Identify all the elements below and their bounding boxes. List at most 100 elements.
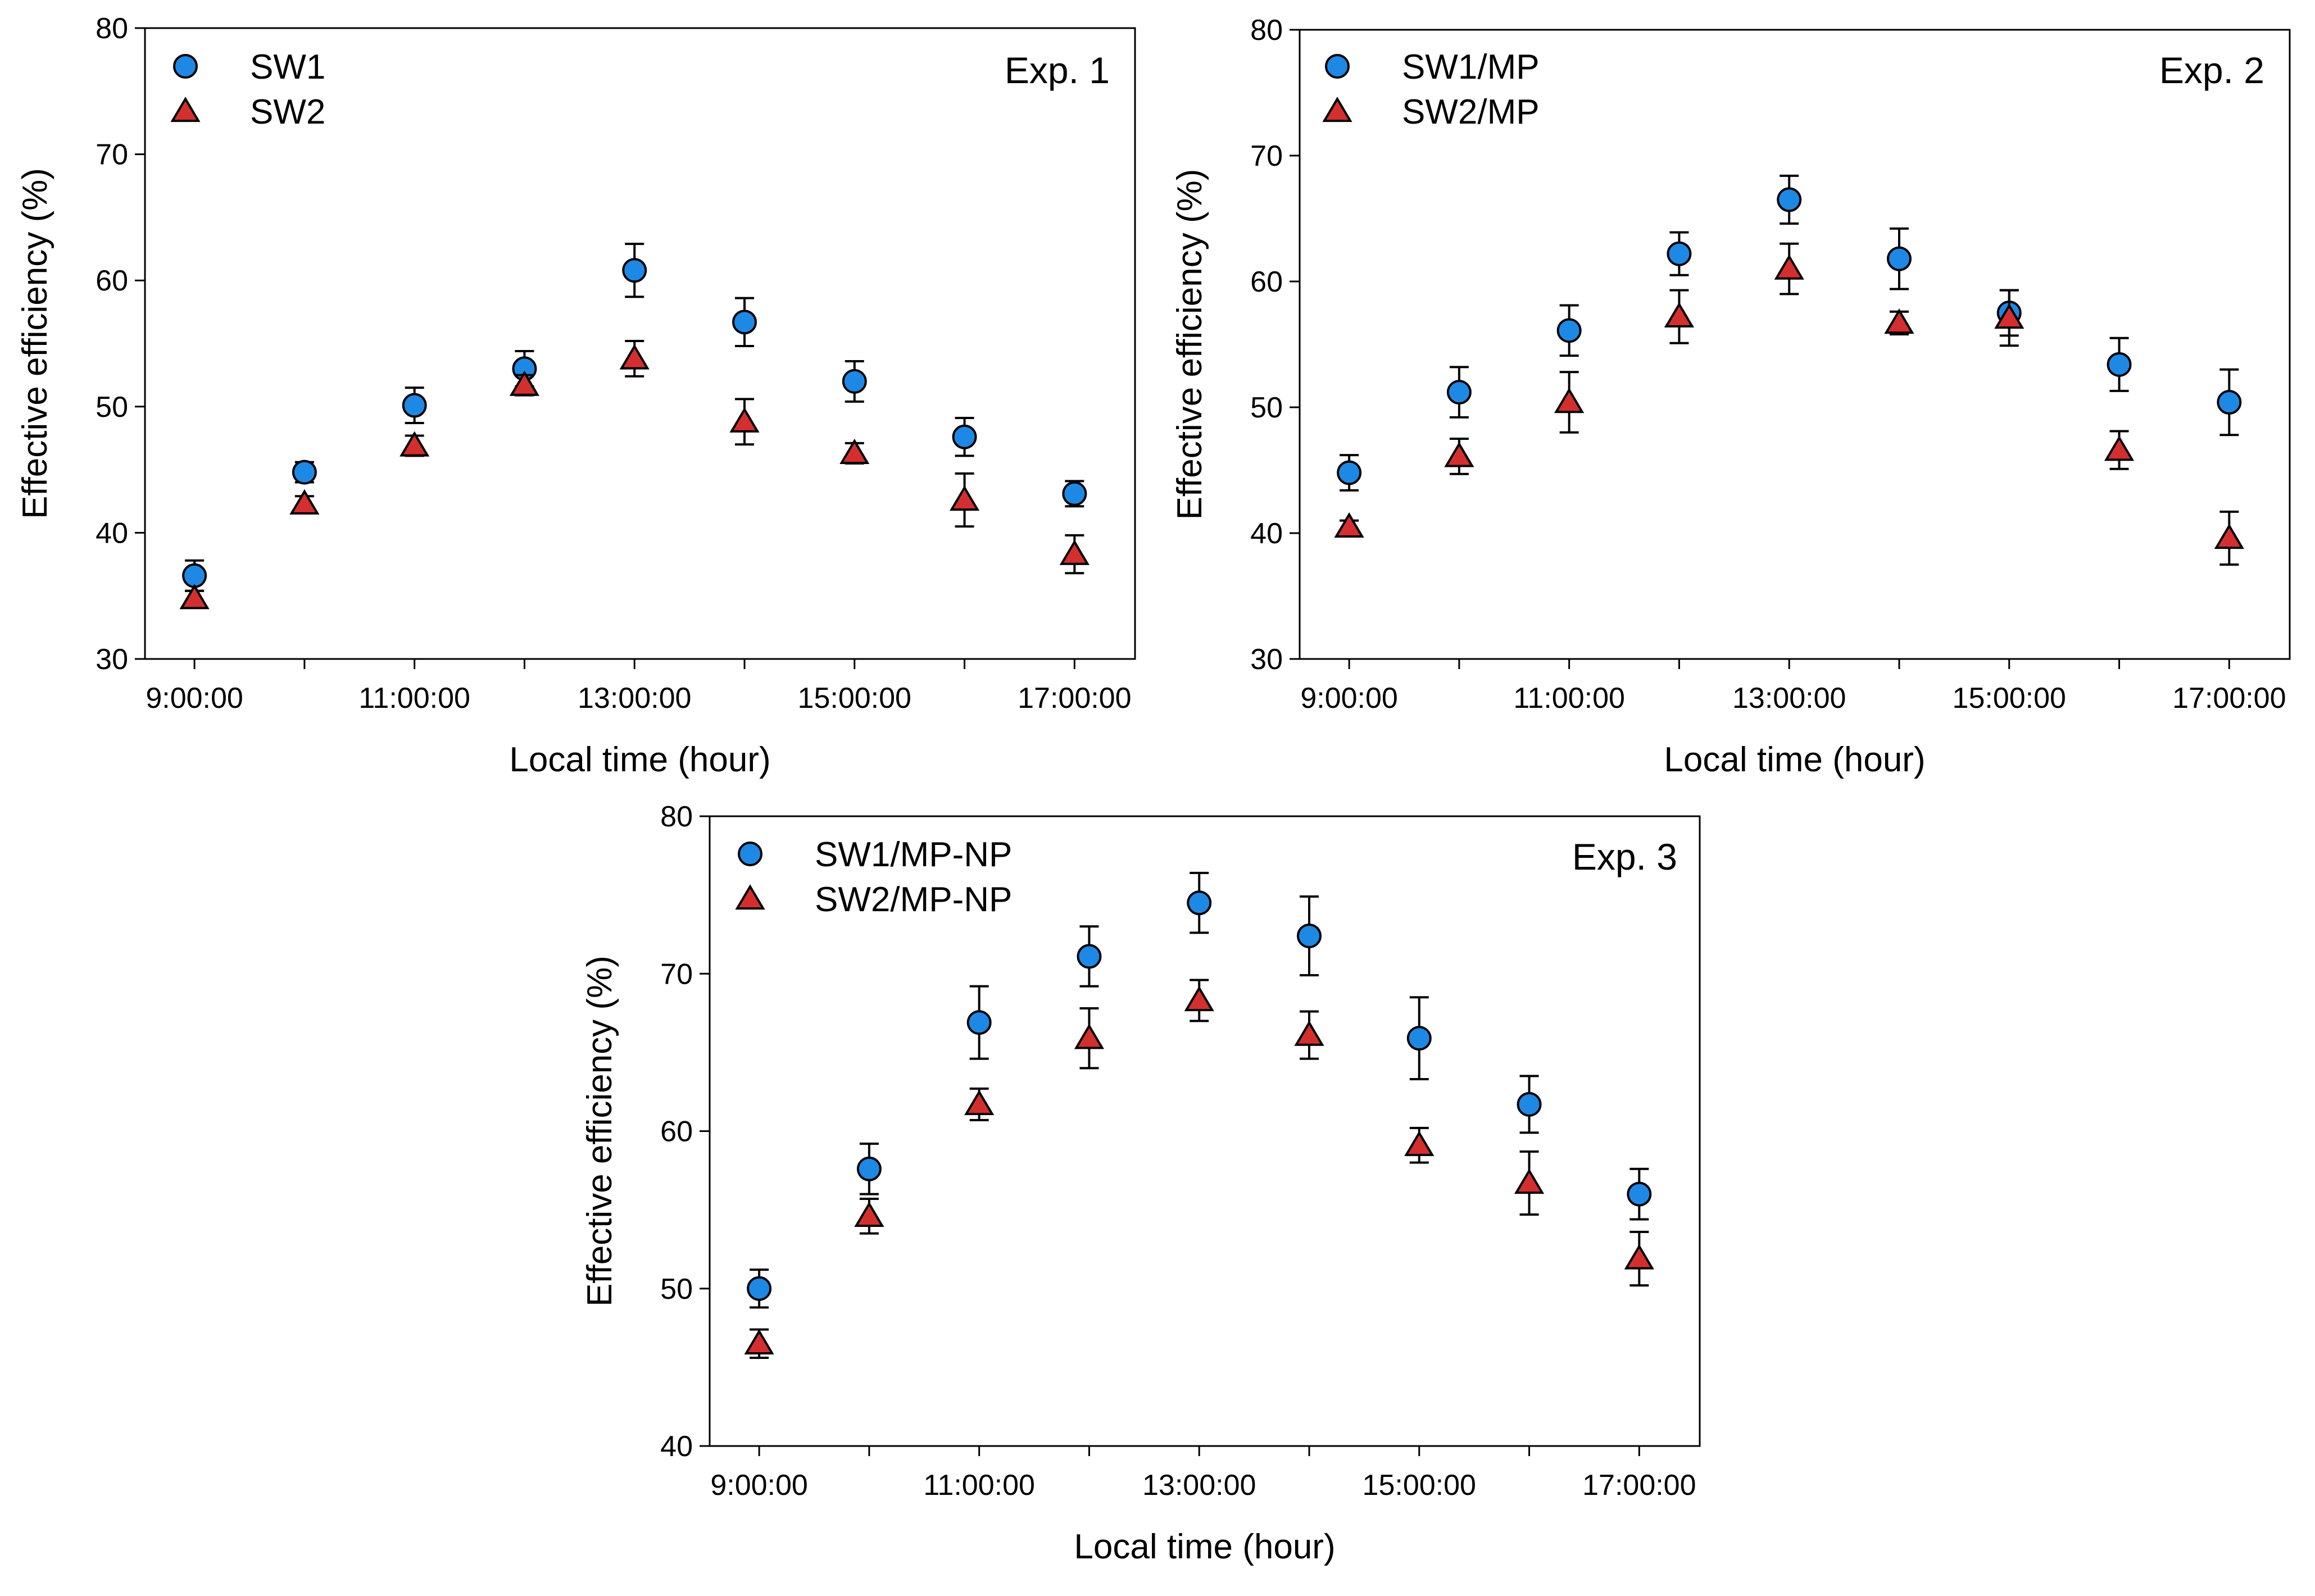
panel-label: Exp. 1: [1005, 49, 1110, 91]
y-tick-label: 30: [96, 643, 128, 676]
y-tick-label: 50: [660, 1273, 693, 1306]
data-point: [1296, 923, 1322, 948]
data-point: [1184, 985, 1214, 1012]
data-point: [1884, 308, 1914, 334]
legend-label: SW1: [250, 48, 325, 87]
data-point: [2107, 352, 2132, 377]
data-point: [1062, 481, 1087, 506]
data-point: [1446, 380, 1472, 405]
data-point: [964, 1089, 995, 1116]
data-point: [1777, 187, 1802, 212]
x-axis-title: Local time (hour): [509, 740, 770, 779]
data-point: [842, 369, 867, 394]
y-tick-label: 80: [1250, 14, 1283, 47]
data-point: [747, 1276, 772, 1301]
data-point: [1517, 1092, 1542, 1117]
legend-entry-2: SW2: [170, 93, 325, 131]
y-tick-label: 40: [660, 1430, 693, 1463]
data-point: [1664, 302, 1695, 328]
x-tick-label: 15:00:00: [798, 682, 911, 715]
data-point: [856, 1156, 882, 1181]
legend-label: SW1/MP: [1402, 48, 1540, 87]
series-1: [1337, 174, 2242, 492]
legend-label: SW2/MP-NP: [815, 880, 1012, 919]
series-2: [179, 340, 1090, 610]
series-2: [1334, 242, 2244, 566]
data-point: [182, 563, 207, 588]
legend-marker: [738, 842, 762, 866]
x-tick-label: 17:00:00: [2172, 682, 2286, 715]
legend-marker: [735, 884, 765, 910]
data-point: [622, 258, 647, 283]
data-point: [1514, 1168, 1545, 1194]
data-point: [1444, 442, 1474, 467]
data-point: [1187, 890, 1212, 916]
y-tick-label: 60: [96, 265, 128, 297]
data-point: [400, 431, 430, 457]
legend-entry-1: SW1/MP: [1325, 48, 1540, 87]
y-tick-label: 70: [660, 958, 693, 990]
data-point: [1059, 539, 1090, 565]
data-point: [966, 1010, 992, 1035]
data-point: [2217, 390, 2242, 415]
y-axis-title: Effective efficiency (%): [1170, 169, 1209, 520]
chart-panel-2: 30 40 50 60 70 80 9:00:00 11:00:00 13:00:00 15:00…: [1170, 14, 2291, 779]
data-point: [839, 438, 870, 465]
data-point: [1624, 1244, 1654, 1270]
data-point: [1406, 1026, 1432, 1051]
data-point: [1556, 318, 1582, 343]
chart-panel-1: 30 40 50 60 70 80 9:00:00 11:00:00 13:00:00 15:00…: [16, 12, 1136, 779]
series-2: [744, 979, 1654, 1359]
y-tick-label: 80: [96, 12, 128, 45]
x-axis-title: Local time (hour): [1074, 1527, 1335, 1566]
data-point: [1667, 241, 1692, 266]
y-tick-label: 30: [1250, 643, 1283, 676]
y-tick-label: 50: [96, 391, 128, 424]
data-point: [402, 393, 427, 418]
data-point: [854, 1201, 884, 1227]
x-tick-label: 11:00:00: [923, 1469, 1035, 1502]
data-point: [179, 584, 210, 610]
legend-entry-2: SW2/MP: [1322, 93, 1540, 131]
x-tick-label: 11:00:00: [1513, 682, 1625, 715]
data-point: [292, 460, 317, 485]
legend-marker: [173, 54, 198, 79]
x-tick-label: 9:00:00: [146, 682, 243, 715]
y-tick-label: 40: [1250, 517, 1283, 550]
chart-panel-3: 40 50 60 70 80 9:00:00 11:00:00 13:00:00 15:00:0…: [580, 801, 1701, 1566]
legend-entry-1: SW1/MP-NP: [738, 835, 1012, 874]
legend-marker: [170, 97, 201, 122]
y-tick-label: 60: [660, 1116, 693, 1148]
data-point: [619, 344, 650, 370]
y-tick-label: 60: [1250, 266, 1283, 298]
data-point: [2104, 435, 2135, 461]
series-1: [747, 871, 1652, 1309]
data-point: [289, 489, 320, 515]
data-point: [1994, 303, 2025, 329]
series-1: [182, 243, 1087, 592]
legend-entry-1: SW1: [173, 48, 325, 87]
legend-marker: [1322, 97, 1352, 122]
x-tick-label: 15:00:00: [1953, 682, 2066, 715]
x-tick-label: 9:00:00: [1300, 682, 1398, 715]
panel-label: Exp. 3: [1572, 836, 1677, 877]
x-tick-label: 13:00:00: [578, 682, 691, 715]
data-point: [729, 407, 760, 433]
y-tick-label: 80: [660, 801, 693, 833]
x-tick-label: 15:00:00: [1363, 1469, 1476, 1502]
y-axis-title: Effective efficiency (%): [580, 956, 619, 1307]
y-axis-title: Effective efficiency (%): [16, 168, 55, 519]
legend-label: SW2/MP: [1402, 93, 1540, 131]
x-tick-label: 11:00:00: [358, 682, 470, 715]
plot-frame: [1299, 29, 2291, 660]
panel-label: Exp. 2: [2159, 49, 2264, 91]
data-point: [1074, 1024, 1105, 1049]
data-point: [952, 424, 977, 449]
data-point: [1554, 388, 1585, 413]
data-point: [1404, 1130, 1435, 1156]
plot-frame: [144, 27, 1136, 660]
y-tick-label: 40: [96, 517, 128, 549]
legend-marker: [1325, 54, 1350, 79]
data-point: [1334, 512, 1364, 538]
